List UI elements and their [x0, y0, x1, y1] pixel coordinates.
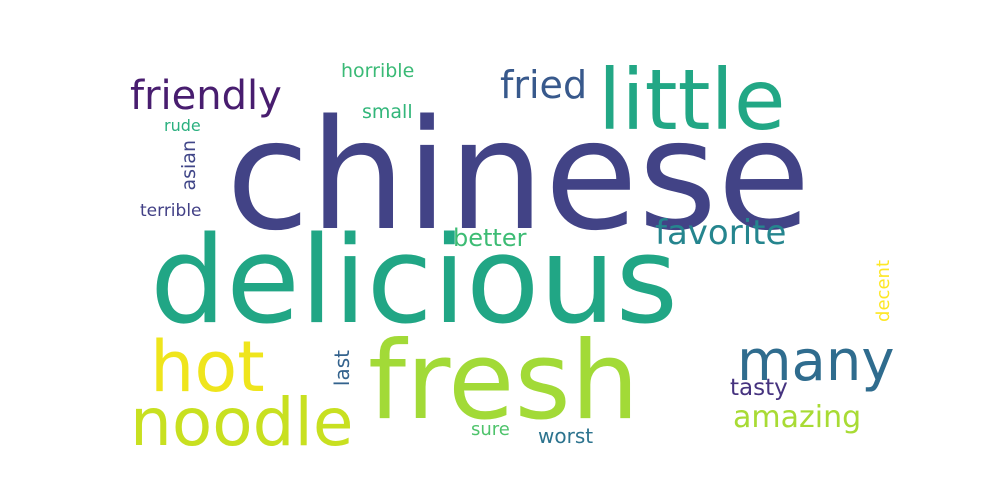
word-many: many: [737, 329, 895, 394]
word-sure: sure: [471, 419, 510, 440]
word-friendly: friendly: [130, 73, 282, 119]
word-chinese: chinese: [226, 87, 811, 264]
word-rude: rude: [164, 116, 201, 135]
word-horrible: horrible: [341, 60, 415, 82]
word-fried: fried: [500, 63, 588, 107]
word-decent: decent: [873, 260, 894, 322]
word-terrible: terrible: [140, 201, 202, 221]
word-noodle: noodle: [130, 384, 354, 461]
word-delicious: delicious: [150, 212, 678, 351]
word-tasty: tasty: [730, 375, 788, 401]
word-last: last: [330, 350, 354, 387]
word-asian: asian: [178, 140, 200, 191]
word-worst: worst: [538, 424, 594, 448]
word-favorite: favorite: [655, 213, 787, 253]
word-fresh: fresh: [368, 319, 640, 444]
word-small: small: [362, 101, 413, 123]
word-amazing: amazing: [733, 400, 862, 435]
word-better: better: [453, 224, 527, 252]
word-hot: hot: [150, 326, 265, 408]
word-little: little: [598, 51, 786, 149]
